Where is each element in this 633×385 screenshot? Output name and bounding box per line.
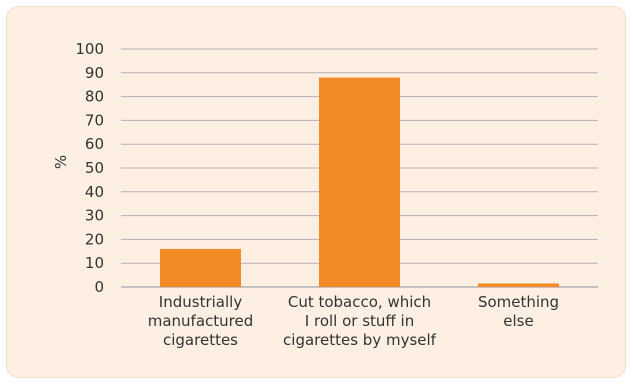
- y-tick-label: 70: [85, 111, 104, 129]
- x-category-label: Industrially manufactured cigarettes: [148, 293, 254, 349]
- y-tick-label: 0: [94, 278, 104, 296]
- y-tick-label: 60: [85, 135, 104, 153]
- y-tick-label: 40: [85, 183, 104, 201]
- y-tick-label: 90: [85, 64, 104, 82]
- y-axis-ticks: 0 10 20 30 40 50 60 70 80 90 100: [75, 40, 104, 296]
- bar: [319, 77, 400, 287]
- y-tick-label: 10: [85, 254, 104, 272]
- y-tick-label: 100: [75, 40, 104, 58]
- x-axis-labels: Industrially manufactured cigarettes Cut to…: [148, 293, 559, 349]
- bars: [160, 77, 559, 287]
- y-axis-title: %: [52, 155, 70, 169]
- y-tick-label: 50: [85, 159, 104, 177]
- y-tick-label: 80: [85, 88, 104, 106]
- y-tick-label: 20: [85, 230, 104, 248]
- x-category-label: Cut tobacco, which I roll or stuff in ciga…: [283, 293, 437, 349]
- bar: [160, 248, 241, 287]
- x-category-label: Something else: [478, 293, 559, 330]
- y-tick-label: 30: [85, 207, 104, 225]
- bar: [478, 283, 559, 287]
